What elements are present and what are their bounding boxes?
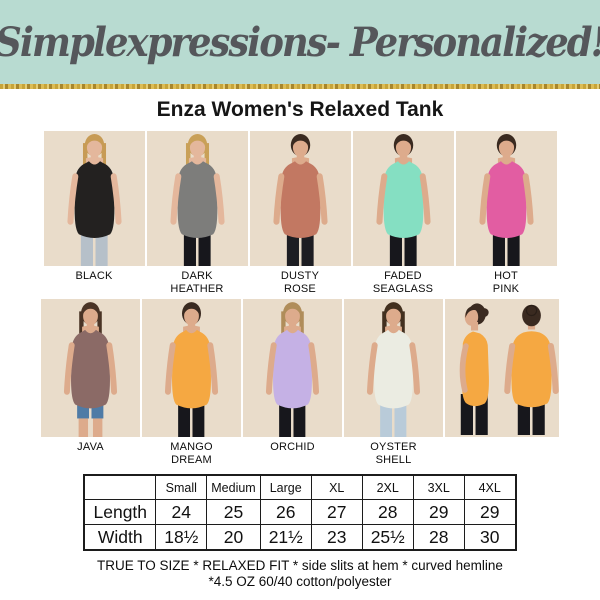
color-swatch-card: DUSTY ROSE	[249, 131, 351, 297]
gold-glitter-divider	[0, 84, 600, 89]
size-table-row: Width 18½ 20 21½ 23 25½ 28 30	[83, 524, 517, 551]
size-value-cell: 26	[259, 499, 312, 525]
model-illustration	[272, 134, 328, 266]
fabric-note-line: *4.5 OZ 60/40 cotton/polyester	[208, 574, 392, 589]
size-value-cell: 27	[310, 499, 363, 525]
color-name-label: FADED SEAGLASS	[372, 270, 434, 295]
model-photo	[249, 131, 351, 266]
model-illustration	[265, 302, 320, 437]
size-table-body: Length 24 25 26 27 28 29 29 Width 18½ 20 21½ 23 25½ 28…	[83, 499, 517, 551]
model-illustration	[366, 302, 421, 437]
product-notes: TRUE TO SIZE * RELAXED FIT * side slits …	[0, 558, 600, 590]
color-name-label	[445, 437, 559, 468]
color-name-label: DARK HEATHER	[170, 270, 224, 295]
color-swatch-card: MANGO DREAM	[142, 299, 241, 468]
color-row-2: JAVA MANGO DREAM ORCHID OYSTER SHELL	[0, 299, 600, 468]
size-column-header: XL	[310, 474, 363, 500]
model-photo	[43, 131, 145, 266]
model-illustration	[478, 134, 534, 266]
model-illustration	[459, 303, 559, 435]
model-photo	[41, 299, 140, 437]
color-swatch-card: FADED SEAGLASS	[352, 131, 454, 297]
color-name-label: BLACK	[75, 270, 113, 282]
color-name-label: HOT PINK	[492, 270, 520, 295]
color-swatch-card: BLACK	[43, 131, 145, 297]
model-illustration	[63, 302, 118, 437]
color-row-1: BLACK DARK HEATHER DUSTY ROSE FADED SEAGLAS…	[0, 131, 600, 297]
size-value-cell: 28	[412, 524, 465, 551]
model-photo	[455, 131, 557, 266]
size-column-header: 2XL	[361, 474, 414, 500]
model-photo	[352, 131, 454, 266]
size-value-cell: 25	[206, 499, 261, 525]
size-column-header: Large	[259, 474, 312, 500]
size-value-cell: 25½	[361, 524, 414, 551]
color-swatch-card: HOT PINK	[455, 131, 557, 297]
size-value-cell: 18½	[155, 524, 208, 551]
model-illustration	[375, 134, 431, 266]
model-photo	[146, 131, 248, 266]
size-column-header: 4XL	[463, 474, 517, 500]
brand-banner: Simplexpressions- Personalized!	[0, 0, 600, 84]
product-title: Enza Women's Relaxed Tank	[156, 98, 444, 121]
color-name-label: OYSTER SHELL	[370, 441, 417, 466]
color-name-label: DUSTY ROSE	[280, 270, 320, 295]
size-value-cell: 28	[361, 499, 414, 525]
model-photo	[344, 299, 443, 437]
brand-name-text: Simplexpressions- Personalized!	[0, 18, 600, 66]
color-name-label: JAVA	[77, 441, 104, 453]
size-column-header: Small	[155, 474, 208, 500]
fit-note-line: TRUE TO SIZE * RELAXED FIT * side slits …	[97, 558, 503, 573]
color-name-label: MANGO DREAM	[170, 441, 213, 466]
size-value-cell: 20	[206, 524, 261, 551]
color-name-label: ORCHID	[270, 441, 315, 453]
model-photo	[243, 299, 342, 437]
size-table-head: Small Medium Large XL 2XL 3XL 4XL	[83, 474, 517, 500]
size-value-cell: 29	[463, 499, 517, 525]
size-value-cell: 24	[155, 499, 208, 525]
size-value-cell: 23	[310, 524, 363, 551]
dimension-label: Length	[83, 499, 157, 525]
color-swatch-card: ORCHID	[243, 299, 342, 468]
size-corner-cell	[83, 474, 157, 500]
size-table: Small Medium Large XL 2XL 3XL 4XL Length 24 25 26…	[83, 474, 517, 551]
model-photo	[445, 299, 559, 437]
color-swatch-card	[445, 299, 559, 468]
size-column-header: Medium	[206, 474, 261, 500]
size-value-cell: 21½	[259, 524, 312, 551]
size-table-row: Length 24 25 26 27 28 29 29	[83, 499, 517, 525]
model-illustration	[164, 302, 219, 437]
model-illustration	[66, 134, 122, 266]
dimension-label: Width	[83, 524, 157, 551]
size-value-cell: 29	[412, 499, 465, 525]
color-swatch-card: JAVA	[41, 299, 140, 468]
color-swatch-card: DARK HEATHER	[146, 131, 248, 297]
model-photo	[142, 299, 241, 437]
model-illustration	[169, 134, 225, 266]
color-swatch-card: OYSTER SHELL	[344, 299, 443, 468]
size-column-header: 3XL	[412, 474, 465, 500]
size-value-cell: 30	[463, 524, 517, 551]
